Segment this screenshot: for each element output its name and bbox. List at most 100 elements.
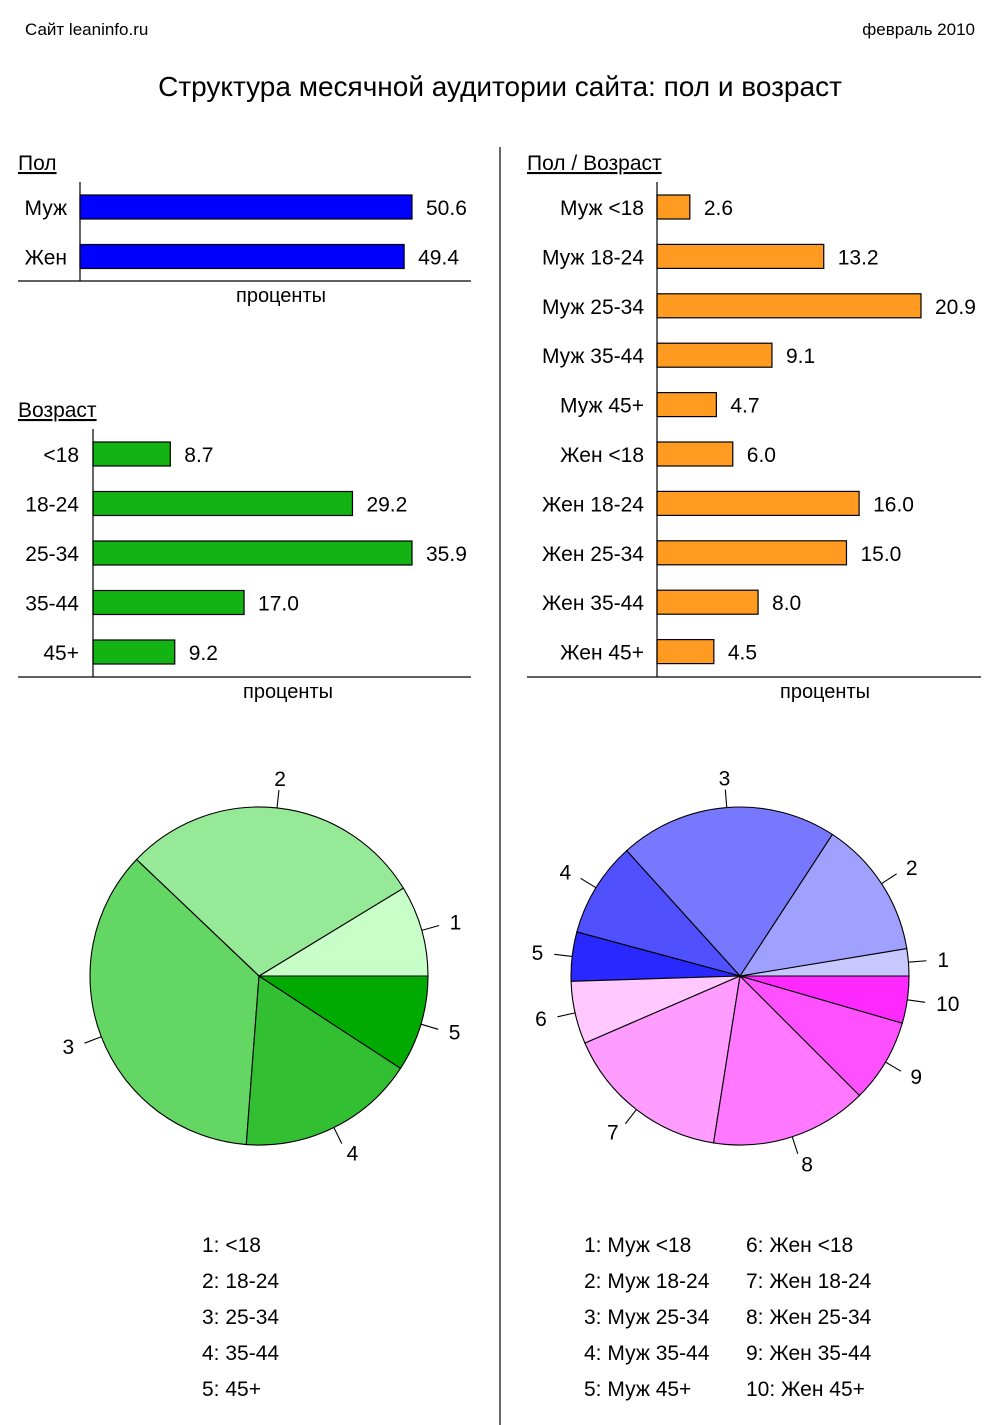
gender-age-slice-leader	[557, 1012, 576, 1018]
age-bar	[92, 490, 354, 517]
age-slice-label: 5	[449, 1021, 461, 1044]
gender-age-category-label: Жен 45+	[560, 642, 644, 665]
legend-entry: 2: 18-24	[202, 1270, 279, 1293]
gender-age-category-label: Жен 35-44	[542, 592, 644, 615]
gender-age-category-label: Муж 35-44	[542, 345, 644, 368]
age-slice-label: 4	[347, 1143, 359, 1166]
gender-age-bar	[656, 638, 715, 665]
legend-entry: 7: Жен 18-24	[746, 1270, 872, 1293]
gender-age-value-label: 4.5	[728, 642, 757, 665]
gender-age-slice-leader	[885, 1061, 902, 1072]
gender-age-bar	[656, 243, 825, 269]
gender-age-slice-label: 1	[937, 949, 949, 972]
legend-entry: 10: Жен 45+	[746, 1378, 865, 1401]
gender-age-x-axis-label: проценты	[780, 681, 870, 703]
legend-entry: 1: Муж <18	[584, 1234, 691, 1257]
gender-age-category-label: Жен 18-24	[542, 493, 644, 516]
age-slice-label: 3	[63, 1036, 75, 1059]
age-value-label: 9.2	[189, 642, 218, 665]
report-date: февраль 2010	[862, 20, 975, 39]
gender-age-category-label: Муж <18	[560, 197, 644, 220]
gender-age-section-title: Пол / Возраст	[527, 152, 662, 175]
gender-age-value-label: 8.0	[772, 592, 801, 615]
legend-entry: 3: Муж 25-34	[584, 1306, 710, 1329]
gender-age-value-label: 20.9	[935, 296, 976, 319]
gender-age-category-label: Муж 45+	[560, 395, 644, 418]
age-bar-chart: Возраст <18 8.7 18-24 29.2 25-34 35.9 35-44 17.0…	[18, 399, 471, 703]
gender-age-slice	[712, 974, 861, 1146]
legend-entry: 5: 45+	[202, 1378, 261, 1401]
age-bar	[92, 441, 171, 467]
age-category-label: <18	[43, 444, 79, 467]
legend-entry: 2: Муж 18-24	[584, 1270, 710, 1293]
gender-age-bar	[656, 293, 922, 319]
gender-age-bar	[656, 194, 691, 220]
gender-age-category-label: Жен 25-34	[542, 543, 644, 566]
gender-bar	[79, 194, 413, 220]
age-value-label: 17.0	[258, 593, 299, 616]
gender-age-bar	[656, 589, 759, 615]
gender-age-slice-label: 6	[535, 1008, 547, 1031]
gender-age-slice-leader	[791, 1136, 799, 1155]
gender-age-value-label: 6.0	[747, 444, 776, 467]
gender-age-bar	[656, 392, 717, 418]
age-category-label: 25-34	[25, 543, 79, 566]
gender-age-value-label: 9.1	[786, 345, 815, 368]
gender-age-slice	[738, 833, 908, 977]
gender-age-slice-leader	[724, 789, 728, 808]
gender-bar-chart: Пол Муж 50.6 Жен 49.4 проценты	[18, 152, 471, 307]
age-slice-leader	[84, 1036, 102, 1044]
gender-age-slice-label: 9	[910, 1066, 922, 1089]
gender-value-label: 49.4	[418, 247, 459, 270]
legend-entry: 8: Жен 25-34	[746, 1306, 872, 1329]
gender-age-slice-label: 2	[906, 857, 918, 880]
legend-entry: 3: 25-34	[202, 1306, 279, 1329]
legend-entry: 9: Жен 35-44	[746, 1342, 872, 1365]
age-slice-label: 1	[450, 912, 462, 935]
age-value-label: 29.2	[366, 494, 407, 517]
gender-age-category-label: Муж 25-34	[542, 296, 644, 319]
legend-entry: 4: Муж 35-44	[584, 1342, 710, 1365]
gender-age-value-label: 13.2	[838, 246, 879, 269]
page-title: Структура месячной аудитории сайта: пол …	[158, 71, 842, 102]
age-pie-legend: 1: <18 2: 18-24 3: 25-34 4: 35-44 5: 45+	[202, 1234, 279, 1401]
age-bar	[92, 639, 176, 665]
gender-age-slice	[576, 849, 742, 978]
gender-x-axis-label: проценты	[236, 285, 326, 307]
legend-entry: 6: Жен <18	[746, 1234, 853, 1257]
age-section-title: Возраст	[18, 399, 97, 422]
gender-age-slice-leader	[881, 873, 897, 885]
age-bar	[92, 540, 413, 566]
age-category-label: 45+	[43, 642, 79, 665]
gender-age-slice-label: 7	[607, 1121, 619, 1144]
age-category-label: 18-24	[25, 494, 79, 517]
gender-age-slice-label: 4	[559, 862, 571, 885]
gender-age-category-label: Муж 18-24	[542, 246, 644, 269]
age-slice	[245, 975, 402, 1146]
gender-age-value-label: 16.0	[873, 493, 914, 516]
age-slice	[135, 806, 405, 977]
gender-age-pie-chart: 1 2 3 4 5 6 7 8 9 10	[532, 768, 960, 1177]
age-slice	[257, 887, 429, 977]
gender-age-slice	[625, 806, 834, 977]
gender-category-label: Муж	[24, 197, 67, 220]
gender-age-bar-chart: Пол / Возраст Муж <18 2.6 Муж 18-24 13.2 Муж …	[527, 152, 981, 703]
gender-age-bar	[656, 342, 773, 368]
gender-bar	[79, 243, 405, 270]
gender-age-slice-label: 3	[719, 768, 731, 791]
age-slice-leader	[421, 924, 440, 931]
gender-age-category-label: Жен <18	[560, 444, 644, 467]
age-slice-label: 2	[274, 768, 286, 791]
legend-entry: 4: 35-44	[202, 1342, 279, 1365]
gender-age-slice-leader	[580, 877, 597, 889]
age-category-label: 35-44	[25, 593, 79, 616]
age-slice-leader	[333, 1127, 343, 1144]
gender-age-value-label: 2.6	[704, 197, 733, 220]
age-value-label: 8.7	[184, 444, 213, 467]
gender-age-slice-label: 5	[532, 942, 544, 965]
age-bar	[92, 589, 245, 616]
gender-age-bar	[656, 540, 848, 566]
gender-age-slice-leader	[624, 1109, 637, 1125]
